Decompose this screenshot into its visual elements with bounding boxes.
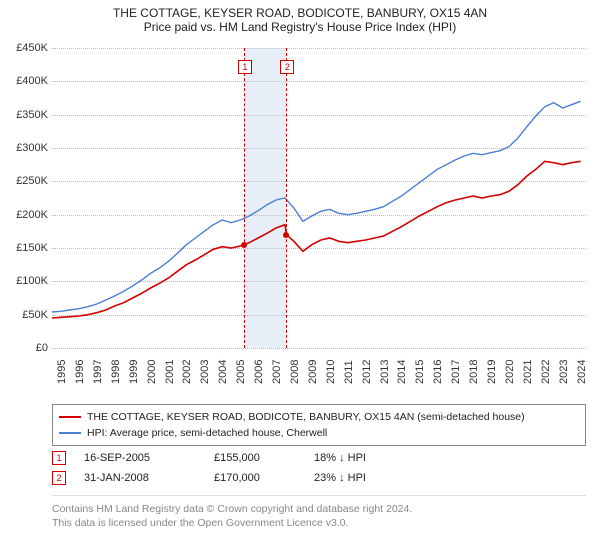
series-property: [52, 161, 581, 318]
chart-title-block: THE COTTAGE, KEYSER ROAD, BODICOTE, BANB…: [0, 0, 600, 34]
sales-table: 1 16-SEP-2005 £155,000 18% ↓ HPI 2 31-JA…: [52, 448, 586, 488]
legend-item-hpi: HPI: Average price, semi-detached house,…: [59, 425, 579, 441]
x-tick-label: 2012: [361, 360, 373, 384]
marker-dot-1: [241, 242, 247, 248]
x-tick-label: 1995: [56, 360, 68, 384]
x-tick-label: 2020: [504, 360, 516, 384]
x-tick-label: 2013: [379, 360, 391, 384]
sale-diff-2: 23% ↓ HPI: [314, 472, 424, 484]
title-line-1: THE COTTAGE, KEYSER ROAD, BODICOTE, BANB…: [0, 6, 600, 20]
y-tick-label: £450K: [0, 42, 48, 54]
y-tick-label: £150K: [0, 242, 48, 254]
x-tick-label: 2008: [289, 360, 301, 384]
x-tick-label: 2022: [540, 360, 552, 384]
y-tick-label: £100K: [0, 275, 48, 287]
legend: THE COTTAGE, KEYSER ROAD, BODICOTE, BANB…: [52, 404, 586, 446]
legend-swatch-property: [59, 416, 81, 418]
sale-row-1: 1 16-SEP-2005 £155,000 18% ↓ HPI: [52, 448, 586, 468]
y-tick-label: £400K: [0, 75, 48, 87]
sale-date-2: 31-JAN-2008: [84, 472, 214, 484]
sale-price-2: £170,000: [214, 472, 314, 484]
sale-date-1: 16-SEP-2005: [84, 452, 214, 464]
x-tick-label: 2002: [181, 360, 193, 384]
sale-diff-1: 18% ↓ HPI: [314, 452, 424, 464]
x-tick-label: 2017: [450, 360, 462, 384]
x-tick-label: 2011: [343, 360, 355, 384]
marker-dot-2: [283, 232, 289, 238]
x-tick-label: 2019: [486, 360, 498, 384]
x-tick-label: 2016: [432, 360, 444, 384]
x-tick-label: 2003: [199, 360, 211, 384]
marker-box-1: 1: [238, 60, 252, 74]
x-tick-label: 2024: [576, 360, 588, 384]
x-tick-label: 2007: [271, 360, 283, 384]
marker-line-2: [286, 48, 287, 348]
title-line-2: Price paid vs. HM Land Registry's House …: [0, 20, 600, 34]
x-tick-label: 2015: [414, 360, 426, 384]
plot-area: 12: [52, 48, 586, 348]
footer: Contains HM Land Registry data © Crown c…: [52, 495, 586, 530]
footer-line-1: Contains HM Land Registry data © Crown c…: [52, 502, 586, 516]
y-tick-label: £0: [0, 342, 48, 354]
series-hpi: [52, 101, 581, 312]
y-tick-label: £50K: [0, 309, 48, 321]
x-tick-label: 2023: [558, 360, 570, 384]
sale-row-2: 2 31-JAN-2008 £170,000 23% ↓ HPI: [52, 468, 586, 488]
y-tick-label: £200K: [0, 209, 48, 221]
x-tick-label: 2004: [217, 360, 229, 384]
legend-label-property: THE COTTAGE, KEYSER ROAD, BODICOTE, BANB…: [87, 411, 525, 423]
sale-marker-2: 2: [52, 471, 66, 485]
x-tick-label: 2006: [253, 360, 265, 384]
x-tick-label: 2018: [468, 360, 480, 384]
sale-price-1: £155,000: [214, 452, 314, 464]
x-tick-label: 1997: [92, 360, 104, 384]
y-tick-label: £300K: [0, 142, 48, 154]
x-tick-label: 1996: [74, 360, 86, 384]
x-tick-label: 2009: [307, 360, 319, 384]
sale-marker-1: 1: [52, 451, 66, 465]
x-tick-label: 1998: [110, 360, 122, 384]
x-tick-label: 2005: [235, 360, 247, 384]
chart: 12 £0£50K£100K£150K£200K£250K£300K£350K£…: [0, 44, 600, 404]
x-tick-label: 2000: [146, 360, 158, 384]
footer-line-2: This data is licensed under the Open Gov…: [52, 516, 586, 530]
series-svg: [52, 48, 586, 348]
marker-line-1: [244, 48, 245, 348]
marker-box-2: 2: [280, 60, 294, 74]
x-tick-label: 1999: [128, 360, 140, 384]
x-tick-label: 2014: [396, 360, 408, 384]
legend-item-property: THE COTTAGE, KEYSER ROAD, BODICOTE, BANB…: [59, 409, 579, 425]
x-axis-labels: 1995 1996 1997 1998 1999 2000 2001 2002 2003 2004…: [52, 348, 586, 402]
x-tick-label: 2021: [522, 360, 534, 384]
y-tick-label: £350K: [0, 109, 48, 121]
x-tick-label: 2010: [325, 360, 337, 384]
legend-swatch-hpi: [59, 432, 81, 434]
legend-label-hpi: HPI: Average price, semi-detached house,…: [87, 427, 327, 439]
x-tick-label: 2001: [164, 360, 176, 384]
y-tick-label: £250K: [0, 175, 48, 187]
